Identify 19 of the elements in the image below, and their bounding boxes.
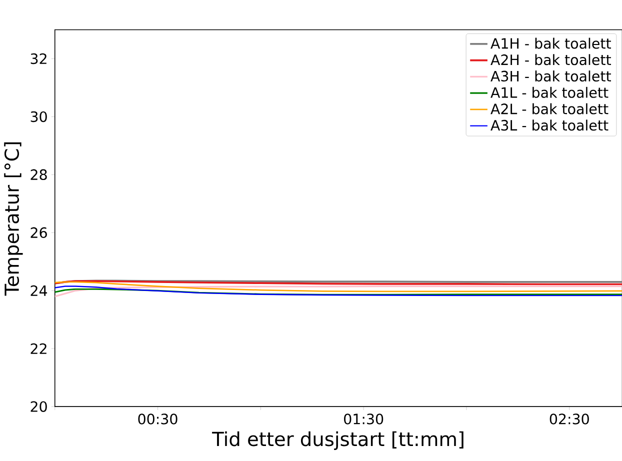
legend-label: A1L - bak toalett: [490, 86, 608, 98]
x-tick-label: 00:30: [138, 413, 178, 424]
y-tick-label: 26: [30, 227, 47, 238]
y-tick-label: 30: [30, 111, 47, 122]
legend-label: A3H - bak toalett: [490, 70, 611, 82]
y-tick-label: 20: [30, 400, 47, 412]
legend-label: A3L - bak toalett: [490, 119, 608, 130]
y-tick-label: 32: [30, 53, 46, 64]
x-tick-label: 02:30: [550, 413, 589, 424]
legend-label: A1H - bak toalett: [490, 38, 611, 49]
x-tick-label: 01:30: [344, 413, 384, 424]
legend-label: A2L - bak toalett: [490, 103, 608, 114]
y-tick-label: 24: [30, 285, 48, 296]
y-axis-title: Temperatur [°C]: [4, 142, 23, 296]
y-tick-label: 28: [30, 169, 47, 180]
y-tick-label: 22: [30, 343, 46, 354]
x-axis-title: Tid etter dusjstart [tt:mm]: [212, 431, 464, 450]
line-series: [54, 281, 622, 292]
legend-label: A2H - bak toalett: [490, 54, 611, 65]
